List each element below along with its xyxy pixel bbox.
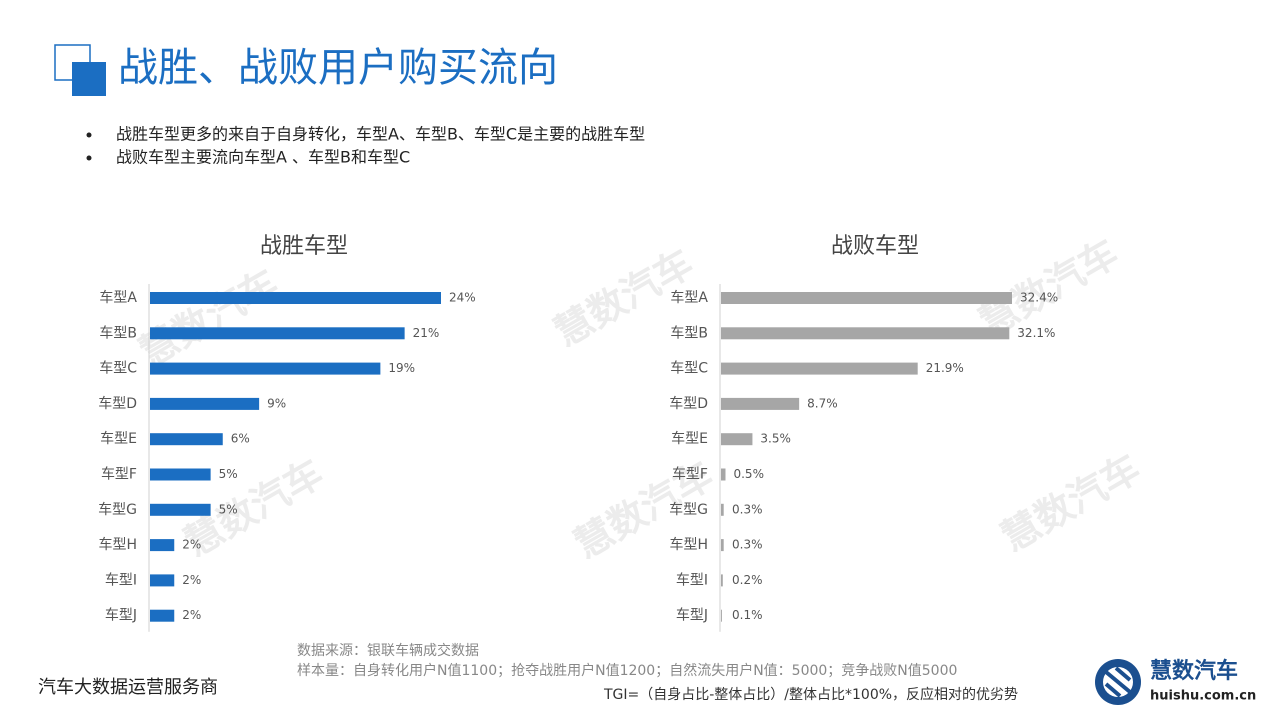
value-label: 2%: [182, 538, 201, 552]
bar: [150, 433, 223, 446]
bar: [150, 574, 175, 587]
value-label: 21%: [413, 326, 440, 340]
bar: [721, 362, 918, 375]
category-label: 车型H: [98, 536, 137, 553]
bullet-dot: [86, 132, 92, 138]
value-label: 19%: [388, 361, 415, 375]
category-label: 车型C: [670, 360, 708, 377]
category-label: 车型D: [669, 395, 708, 412]
bar: [150, 539, 175, 552]
bar: [721, 397, 800, 410]
tgi-note: TGI=（自身占比-整体占比）/整体占比*100%，反应相对的优劣势: [603, 686, 1018, 703]
logo-url: huishu.com.cn: [1150, 689, 1256, 704]
value-label: 6%: [231, 432, 250, 446]
bar: [721, 539, 724, 552]
value-label: 0.1%: [732, 608, 763, 622]
company-tagline: 汽车大数据运营服务商: [38, 677, 218, 698]
chart-title: 战胜车型: [260, 234, 348, 259]
value-label: 32.4%: [1020, 291, 1058, 305]
slide-title: 战胜、战败用户购买流向: [118, 45, 558, 91]
value-label: 9%: [267, 396, 286, 410]
category-label: 车型F: [101, 466, 137, 483]
category-label: 车型J: [676, 607, 708, 624]
source-note: 数据来源：银联车辆成交数据: [297, 642, 479, 659]
value-label: 8.7%: [807, 396, 838, 410]
bar: [150, 468, 211, 481]
bullet-dot: [86, 155, 92, 161]
bar: [721, 574, 723, 587]
watermark: 慧数汽车: [994, 446, 1148, 560]
category-label: 车型A: [670, 289, 708, 306]
bar: [721, 609, 722, 622]
bar: [150, 327, 405, 340]
bar: [150, 609, 175, 622]
logo-name: 慧数汽车: [1150, 658, 1238, 684]
bar: [150, 503, 211, 516]
bullet-text: 战胜车型更多的来自于自身转化，车型A、车型B、车型C是主要的战胜车型: [116, 125, 645, 144]
category-label: 车型I: [105, 571, 137, 588]
value-label: 5%: [219, 502, 238, 516]
bar: [721, 503, 724, 516]
value-label: 5%: [219, 467, 238, 481]
bar: [150, 397, 260, 410]
category-label: 车型A: [99, 289, 137, 306]
category-label: 车型B: [99, 324, 137, 341]
value-label: 3.5%: [760, 432, 791, 446]
value-label: 32.1%: [1017, 326, 1055, 340]
category-label: 车型I: [676, 571, 708, 588]
sample-note: 样本量：自身转化用户N值1100；抢夺战胜用户N值1200；自然流失用户N值：5…: [297, 662, 957, 679]
category-label: 车型H: [669, 536, 708, 553]
bar: [721, 468, 726, 481]
chart-title: 战败车型: [831, 234, 919, 259]
category-label: 车型D: [98, 395, 137, 412]
logo-icon: [1095, 659, 1141, 705]
watermark: 慧数汽车: [132, 261, 286, 375]
value-label: 0.3%: [732, 538, 763, 552]
category-label: 车型E: [671, 430, 708, 447]
category-label: 车型J: [105, 607, 137, 624]
value-label: 24%: [449, 291, 476, 305]
value-label: 0.5%: [733, 467, 764, 481]
bar: [721, 292, 1012, 304]
value-label: 2%: [182, 608, 201, 622]
category-label: 车型G: [669, 501, 708, 518]
category-label: 车型G: [98, 501, 137, 518]
value-label: 0.3%: [732, 502, 763, 516]
value-label: 2%: [182, 573, 201, 587]
title-icon-fill: [72, 62, 106, 96]
category-label: 车型B: [670, 324, 708, 341]
category-label: 车型C: [99, 360, 137, 377]
bar: [721, 327, 1010, 340]
bullet-text: 战败车型主要流向车型A 、车型B和车型C: [116, 148, 410, 167]
value-label: 0.2%: [732, 573, 763, 587]
category-label: 车型F: [672, 466, 708, 483]
bar: [150, 292, 441, 304]
bar: [721, 433, 753, 446]
category-label: 车型E: [100, 430, 137, 447]
value-label: 21.9%: [926, 361, 964, 375]
bar: [150, 362, 381, 375]
